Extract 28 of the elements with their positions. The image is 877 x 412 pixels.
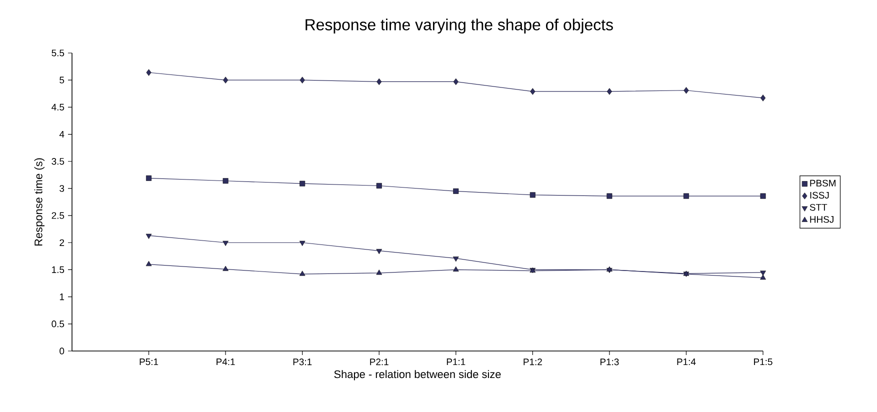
x-tick-label: P4:1 xyxy=(216,358,235,366)
legend-label: HHSJ xyxy=(810,216,834,223)
chart-title: Response time varying the shape of objects xyxy=(306,18,613,34)
x-tick-label: P1:5 xyxy=(754,358,772,366)
legend-label: ISSJ xyxy=(810,192,829,199)
y-tick-label: 0.5 xyxy=(52,320,64,328)
y-tick-label: 4 xyxy=(59,131,64,138)
y-tick-label: 3 xyxy=(60,185,64,192)
y-tick-label: 5 xyxy=(60,76,64,84)
y-tick-label: 1 xyxy=(60,294,64,300)
x-tick-label: P1:1 xyxy=(446,358,466,366)
x-tick-label: P5:1 xyxy=(140,358,158,366)
legend-label: STT xyxy=(810,204,828,211)
y-tick-label: 1.5 xyxy=(52,266,64,274)
y-tick-label: 5.5 xyxy=(52,50,64,56)
y-tick-label: 4.5 xyxy=(52,104,64,110)
x-tick-label: P3:1 xyxy=(293,358,312,366)
legend-label: PBSM xyxy=(810,180,836,187)
x-tick-label: P1:2 xyxy=(524,358,542,366)
x-axis-title: Shape - relation between side size xyxy=(334,370,501,380)
x-tick-label: P1:3 xyxy=(600,358,619,366)
y-tick-label: 2.5 xyxy=(52,212,64,219)
y-tick-label: 3.5 xyxy=(52,158,64,165)
x-tick-label: P1:4 xyxy=(677,358,696,366)
y-axis-title: Response time (s) xyxy=(34,158,44,246)
y-tick-label: 2 xyxy=(60,239,64,246)
x-tick-label: P2:1 xyxy=(370,358,388,366)
y-tick-label: 0 xyxy=(60,348,64,354)
